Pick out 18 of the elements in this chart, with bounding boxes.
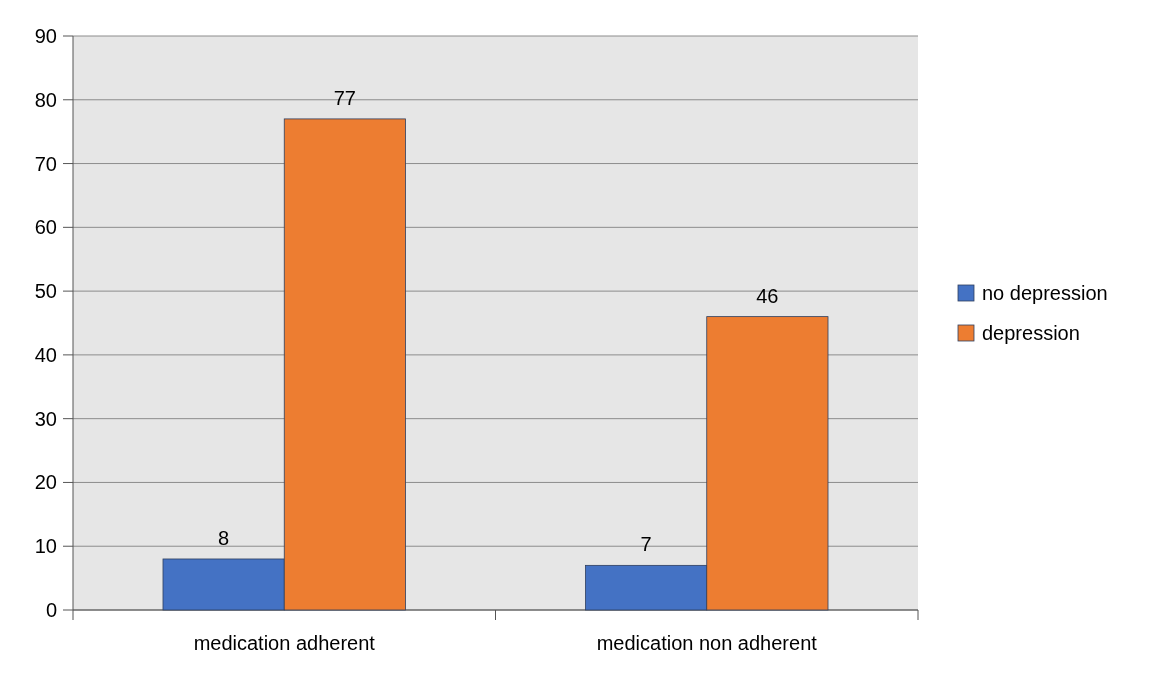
legend-label: depression	[982, 322, 1080, 344]
y-tick-label: 70	[34, 152, 57, 175]
y-tick-label: 50	[34, 280, 57, 303]
y-tick-label: 90	[34, 25, 57, 47]
y-tick-label: 10	[34, 535, 57, 558]
y-tick-label: 60	[34, 216, 57, 239]
y-tick-label: 80	[34, 88, 57, 111]
y-tick-label: 30	[34, 407, 57, 430]
data-label: 46	[756, 284, 779, 307]
data-label: 8	[218, 526, 230, 549]
y-tick-label: 40	[34, 343, 57, 366]
x-tick-label: medication non adherent	[596, 632, 818, 654]
y-tick-label: 20	[34, 471, 57, 494]
x-tick-label: medication adherent	[193, 632, 376, 654]
y-tick-label: 0	[45, 599, 57, 621]
data-label: 77	[333, 86, 356, 109]
legend-label: no depression	[982, 282, 1108, 304]
data-label: 7	[640, 533, 652, 556]
